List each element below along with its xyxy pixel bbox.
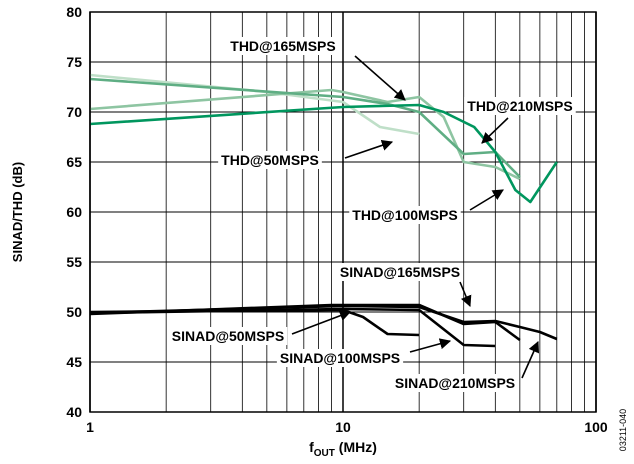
y-tick-label: 70 bbox=[66, 104, 82, 120]
annotation-arrow bbox=[409, 338, 452, 353]
legend-label: THD@100MSPS bbox=[352, 207, 457, 223]
lines bbox=[89, 73, 558, 348]
y-tick-label: 40 bbox=[66, 404, 82, 420]
figure-id: 03211-040 bbox=[618, 409, 628, 451]
y-tick-label: 55 bbox=[66, 254, 82, 270]
x-axis-label: fOUT (MHz) bbox=[309, 439, 377, 459]
legend-label: SINAD@165MSPS bbox=[340, 264, 460, 280]
legend-label: SINAD@50MSPS bbox=[172, 328, 284, 344]
series-line bbox=[89, 304, 558, 341]
annotation-bg bbox=[227, 37, 339, 55]
annotation-bg bbox=[464, 97, 576, 115]
series-line bbox=[89, 88, 521, 181]
legend-label: SINAD@100MSPS bbox=[280, 350, 400, 366]
annotation-arrow bbox=[459, 281, 472, 308]
y-tick-label: 60 bbox=[66, 204, 82, 220]
x-tick-label: 10 bbox=[335, 419, 351, 435]
annotation-arrow bbox=[291, 310, 352, 335]
annotation-arrow bbox=[354, 55, 406, 101]
legend-label: THD@210MSPS bbox=[467, 98, 572, 114]
annotation-bg bbox=[218, 151, 322, 169]
series-line bbox=[89, 307, 496, 348]
annotations: THD@210MSPS THD@165MSPS THD@100MSPS THD@50M… bbox=[168, 37, 576, 392]
y-tick-label: 80 bbox=[66, 4, 82, 20]
x-tick-label: 100 bbox=[584, 419, 608, 435]
legend-label: SINAD@210MSPS bbox=[395, 375, 515, 391]
annotation-bg bbox=[391, 374, 519, 392]
plot-frame bbox=[89, 11, 597, 413]
annotation-arrow bbox=[521, 340, 540, 379]
y-tick-label: 45 bbox=[66, 354, 82, 370]
annotation-arrow bbox=[469, 189, 504, 211]
annotation-arrow bbox=[344, 139, 394, 159]
y-tick-label: 65 bbox=[66, 154, 82, 170]
annotation-bg bbox=[168, 327, 288, 345]
annotation-bg bbox=[276, 349, 404, 367]
annotation-bg bbox=[349, 206, 461, 224]
series-line bbox=[89, 103, 558, 204]
y-tick-label: 75 bbox=[66, 54, 82, 70]
legend-label: THD@50MSPS bbox=[221, 152, 319, 168]
y-axis-label: SINAD/THD (dB) bbox=[10, 162, 25, 262]
x-tick-label: 1 bbox=[86, 419, 94, 435]
y-tick-label: 50 bbox=[66, 304, 82, 320]
annotation-arrow bbox=[481, 117, 509, 144]
legend-label: THD@165MSPS bbox=[230, 38, 335, 54]
annotation-bg bbox=[336, 263, 464, 281]
